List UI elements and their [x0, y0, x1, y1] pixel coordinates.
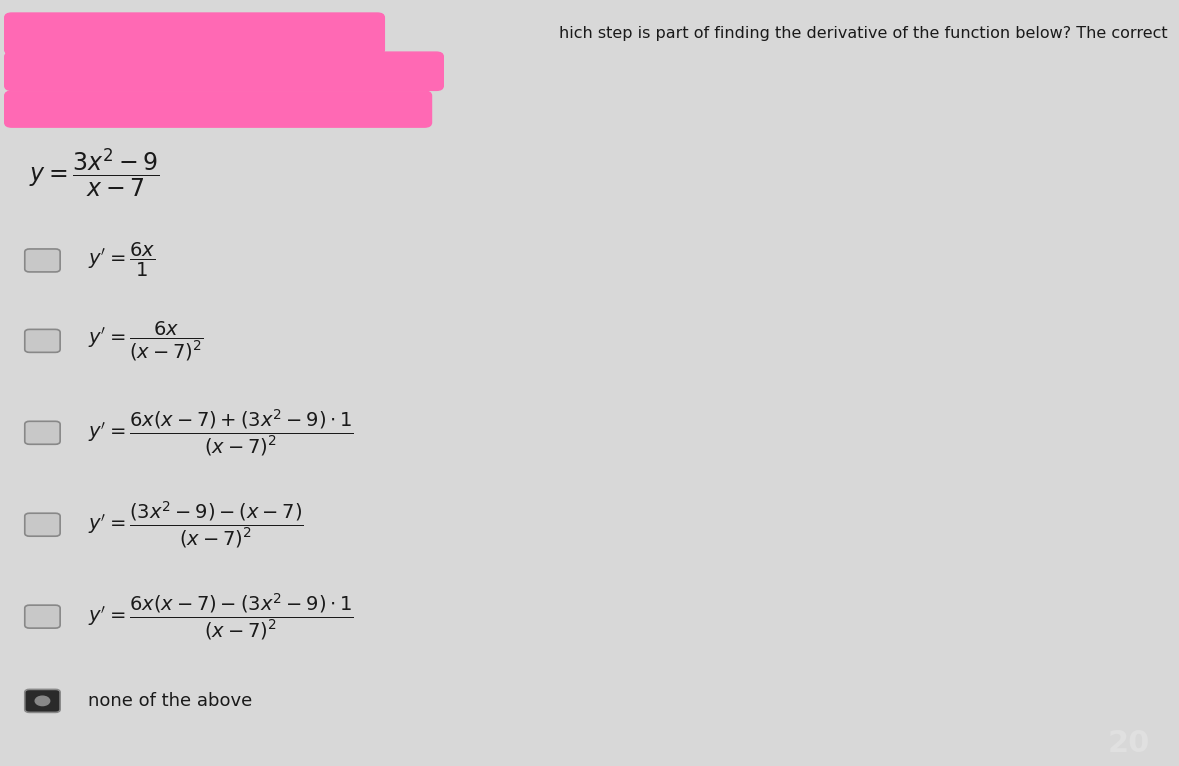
Text: none of the above: none of the above [88, 692, 252, 710]
Circle shape [35, 696, 50, 705]
FancyBboxPatch shape [25, 689, 60, 712]
Text: $y'= \dfrac{6x}{(x-7)^2}$: $y'= \dfrac{6x}{(x-7)^2}$ [88, 319, 204, 362]
FancyBboxPatch shape [5, 13, 384, 54]
FancyBboxPatch shape [25, 605, 60, 628]
FancyBboxPatch shape [25, 421, 60, 444]
FancyBboxPatch shape [25, 329, 60, 352]
Text: $y = \dfrac{3x^2-9}{x-7}$: $y = \dfrac{3x^2-9}{x-7}$ [29, 146, 160, 198]
FancyBboxPatch shape [5, 52, 443, 90]
FancyBboxPatch shape [5, 91, 432, 127]
Text: $y'= \dfrac{(3x^2-9) - (x-7)}{(x-7)^2}$: $y'= \dfrac{(3x^2-9) - (x-7)}{(x-7)^2}$ [88, 499, 304, 550]
FancyBboxPatch shape [25, 513, 60, 536]
Text: 20: 20 [1107, 728, 1150, 758]
Text: oice may not be in simplified form.: oice may not be in simplified form. [41, 64, 322, 79]
Text: $y'= \dfrac{6x(x-7) - (3x^2-9) \cdot 1}{(x-7)^2}$: $y'= \dfrac{6x(x-7) - (3x^2-9) \cdot 1}{… [88, 591, 355, 642]
Text: $y'= \dfrac{6x(x-7) + (3x^2-9) \cdot 1}{(x-7)^2}$: $y'= \dfrac{6x(x-7) + (3x^2-9) \cdot 1}{… [88, 408, 355, 458]
Text: $y'= \dfrac{6x}{1}$: $y'= \dfrac{6x}{1}$ [88, 241, 156, 280]
FancyBboxPatch shape [25, 249, 60, 272]
Text: hich step is part of finding the derivative of the function below? The correct: hich step is part of finding the derivat… [559, 26, 1167, 41]
